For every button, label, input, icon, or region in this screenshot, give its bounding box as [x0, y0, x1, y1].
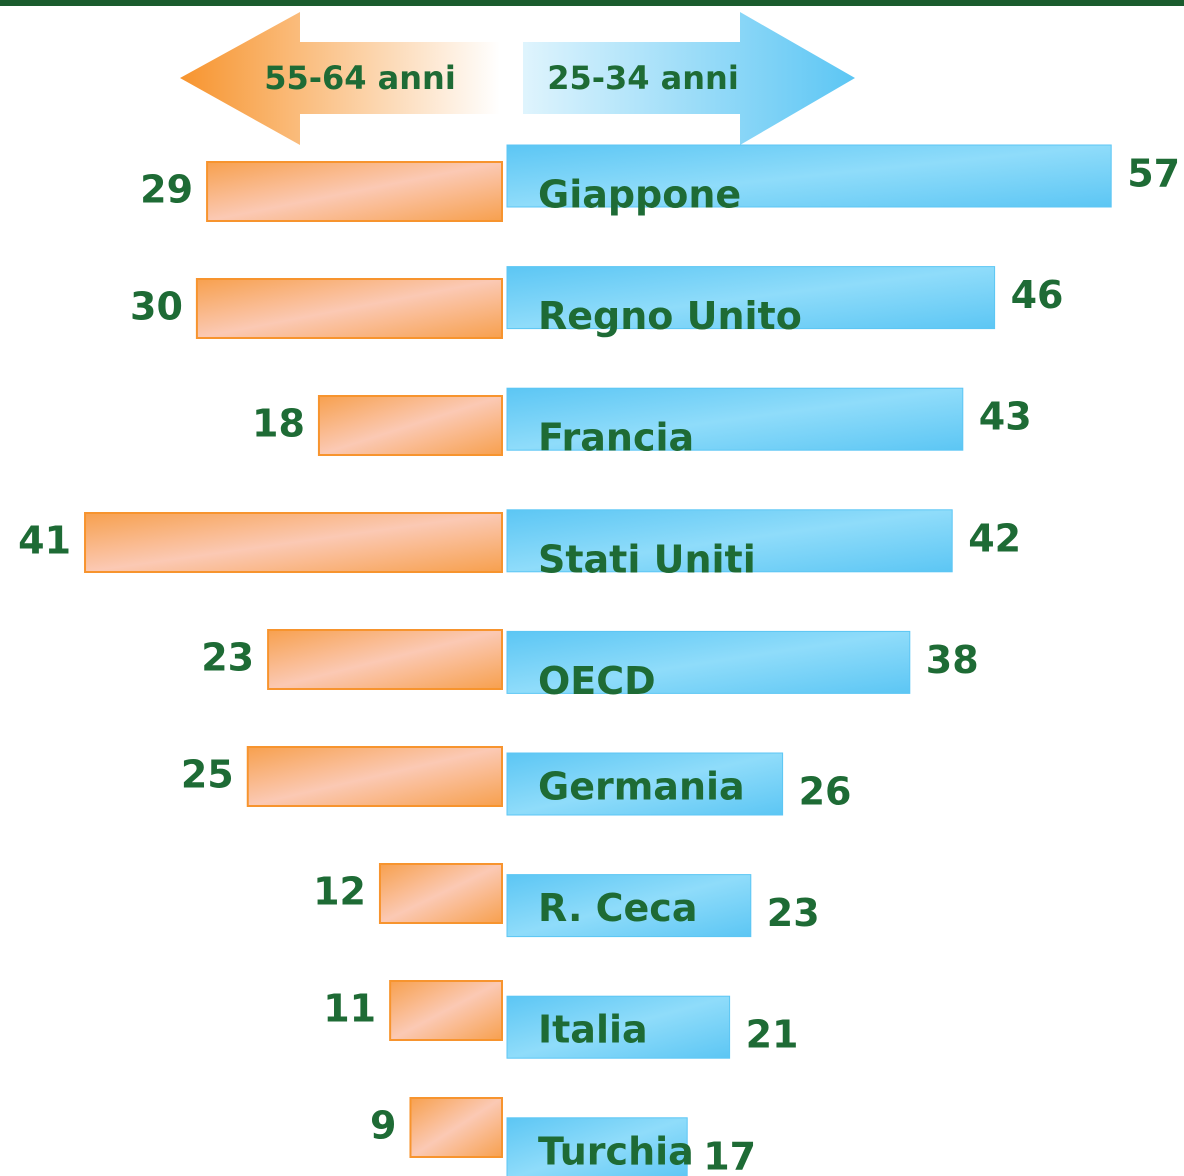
- category-label: Stati Uniti: [538, 537, 756, 581]
- category-label: Turchia: [538, 1129, 694, 1173]
- value-label: 30: [130, 285, 183, 329]
- bar-left: [206, 161, 503, 222]
- value-label: 21: [746, 1013, 799, 1057]
- category-label: Italia: [538, 1008, 648, 1052]
- bar-right: [506, 874, 752, 938]
- category-label: Francia: [538, 416, 694, 460]
- bar-right: [506, 144, 1112, 208]
- value-label: 18: [252, 402, 305, 446]
- legend-label: 55-64 anni: [264, 59, 456, 97]
- value-label: 38: [926, 638, 979, 682]
- value-label: 43: [979, 395, 1032, 439]
- value-label: 26: [799, 770, 852, 814]
- category-label: Giappone: [538, 173, 741, 217]
- bar-left: [389, 980, 504, 1041]
- bar-left: [246, 746, 503, 807]
- category-label: R. Ceca: [538, 886, 697, 930]
- bar-right: [506, 995, 731, 1059]
- bar-left: [409, 1097, 503, 1158]
- value-label: 25: [181, 753, 234, 797]
- bar-left: [195, 278, 503, 339]
- value-label: 17: [703, 1134, 756, 1176]
- bar-left: [378, 863, 503, 924]
- bar-right: [506, 630, 911, 694]
- bar-right: [506, 509, 953, 573]
- value-label: 9: [370, 1104, 396, 1148]
- bar-right: [506, 752, 784, 816]
- bar-left: [84, 512, 503, 573]
- value-label: 23: [767, 891, 820, 935]
- value-label: 23: [201, 636, 254, 680]
- legend-arrow-left: [180, 12, 500, 145]
- bar-right: [506, 387, 964, 451]
- category-label: OECD: [538, 659, 656, 703]
- value-label: 41: [18, 519, 71, 563]
- bar-right: [506, 266, 996, 330]
- value-label: 46: [1011, 273, 1064, 317]
- value-label: 42: [968, 516, 1021, 560]
- category-label: Regno Unito: [538, 294, 802, 338]
- legend-arrow-right: [523, 12, 855, 145]
- bar-left: [317, 395, 503, 456]
- value-label: 11: [323, 987, 376, 1031]
- value-label: 57: [1127, 152, 1180, 196]
- top-band: [0, 0, 1184, 6]
- bar-right: [506, 1117, 688, 1176]
- legend-label: 25-34 anni: [547, 59, 739, 97]
- value-label: 29: [140, 168, 193, 212]
- value-label: 12: [313, 870, 366, 914]
- bar-left: [267, 629, 503, 690]
- category-label: Germania: [538, 765, 745, 809]
